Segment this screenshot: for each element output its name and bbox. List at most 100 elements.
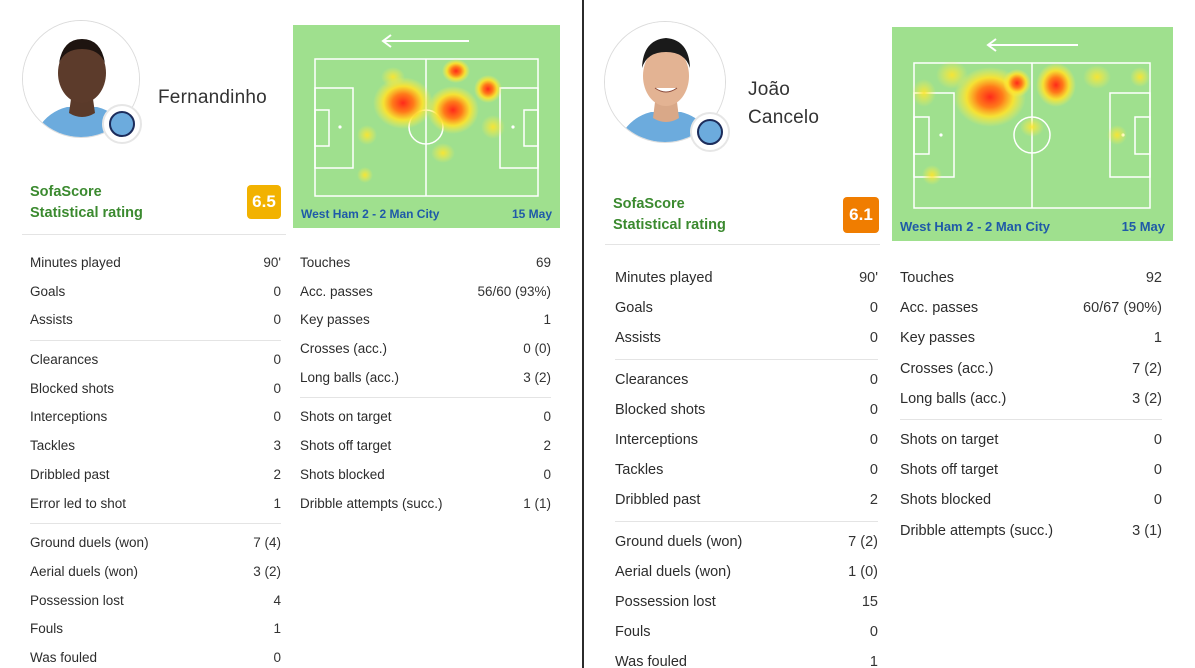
stat-row: Shots blocked 0: [300, 461, 551, 490]
stats-group: Shots on target 0 Shots off target 0 Shots b…: [900, 418, 1162, 546]
stats-group: Shots on target 0 Shots off target 2 Shots b…: [300, 397, 551, 518]
stat-value: 0: [273, 283, 281, 299]
stat-label: Goals: [615, 300, 653, 317]
stat-row: Dribble attempts (succ.) 3 (1): [900, 516, 1162, 546]
stat-row: Dribbled past 2: [615, 485, 878, 515]
stat-label: Assists: [30, 312, 73, 328]
stat-row: Interceptions 0: [615, 425, 878, 455]
stat-value: 0: [1153, 462, 1162, 479]
stat-label: Key passes: [300, 312, 370, 328]
stat-label: Ground duels (won): [30, 535, 149, 551]
stat-label: Clearances: [30, 352, 99, 368]
stat-label: Tackles: [30, 438, 76, 454]
stat-row: Was fouled 0: [30, 644, 281, 668]
stat-label: Shots off target: [300, 438, 392, 454]
stats-group: Touches 92 Acc. passes 60/67 (90%) Key passe…: [900, 263, 1162, 414]
stats-group: Clearances 0 Blocked shots 0 Interceptions 0 T…: [30, 340, 281, 518]
stat-row: Long balls (acc.) 3 (2): [300, 364, 551, 393]
stat-row: Crosses (acc.) 7 (2): [900, 354, 1162, 384]
heatmap-pitch: [314, 34, 539, 197]
stat-label: Shots on target: [900, 431, 999, 448]
stat-label: Crosses (acc.): [300, 341, 388, 357]
stat-value: 3 (2): [1132, 390, 1162, 407]
rating-badge: 6.5: [247, 185, 281, 219]
stat-value: 1: [543, 312, 551, 328]
stat-row: Dribble attempts (succ.) 1 (1): [300, 490, 551, 519]
panel-divider: [582, 0, 584, 668]
stat-label: Blocked shots: [30, 380, 115, 396]
stats-group: Minutes played 90' Goals 0 Assists 0: [30, 249, 281, 335]
stat-row: Ground duels (won) 7 (4): [30, 529, 281, 558]
stats-group: Ground duels (won) 7 (2) Aerial duels (won…: [615, 520, 878, 668]
stat-row: Assists 0: [615, 323, 878, 353]
stat-label: Long balls (acc.): [300, 369, 400, 385]
stat-row: Shots blocked 0: [900, 485, 1162, 515]
stat-row: Key passes 1: [900, 323, 1162, 353]
stat-value: 0: [869, 624, 878, 641]
heatmap-pitch: [912, 38, 1151, 209]
stat-label: Long balls (acc.): [900, 390, 1007, 407]
stat-value: 90': [859, 270, 878, 286]
stat-row: Clearances 0: [30, 346, 281, 375]
match-label[interactable]: West Ham 2 - 2 Man City: [900, 218, 1051, 234]
stat-value: 0: [869, 330, 878, 347]
player-name: João Cancelo: [748, 79, 820, 128]
stat-row: Possession lost 15: [615, 587, 878, 617]
separator: [22, 234, 286, 235]
stat-value: 2: [543, 438, 551, 454]
stat-value: 56/60 (93%): [477, 283, 551, 299]
stat-value: 15: [861, 593, 878, 610]
stat-label: Interceptions: [615, 431, 699, 448]
match-date: 15 May: [1121, 218, 1165, 234]
stat-row: Shots on target 0: [300, 403, 551, 432]
heatmap[interactable]: West Ham 2 - 2 Man City 15 May: [293, 25, 560, 228]
stat-value: 1 (1): [523, 495, 551, 511]
stat-label: Goals: [30, 283, 66, 299]
stat-value: 0: [869, 431, 878, 448]
stat-label: Was fouled: [615, 654, 687, 668]
stat-value: 60/67 (90%): [1083, 300, 1162, 317]
stat-row: Acc. passes 60/67 (90%): [900, 293, 1162, 323]
stat-label: Acc. passes: [300, 283, 373, 299]
stat-label: Touches: [900, 270, 955, 286]
stat-value: 4: [273, 592, 281, 608]
stat-row: Goals 0: [30, 278, 281, 307]
stat-row: Tackles 0: [615, 455, 878, 485]
stat-row: Shots off target 0: [900, 455, 1162, 485]
stat-value: 92: [1145, 270, 1162, 286]
stat-label: Acc. passes: [900, 300, 979, 317]
stat-value: 2: [273, 466, 281, 482]
stat-label: Possession lost: [615, 593, 716, 610]
stats-group: Minutes played 90' Goals 0 Assists 0: [615, 263, 878, 354]
stat-label: Fouls: [615, 624, 651, 641]
rating-label: SofaScore Statistical rating: [613, 196, 726, 233]
match-date: 15 May: [511, 207, 552, 221]
stat-row: Minutes played 90': [30, 249, 281, 278]
stat-row: Touches 69: [300, 249, 551, 278]
stat-value: 0: [869, 462, 878, 479]
stat-value: 0: [273, 352, 281, 368]
stat-row: Blocked shots 0: [615, 395, 878, 425]
stat-value: 7 (4): [253, 535, 281, 551]
stat-value: 0: [543, 466, 551, 482]
stats-group: Ground duels (won) 7 (4) Aerial duels (won…: [30, 523, 281, 668]
match-label[interactable]: West Ham 2 - 2 Man City: [301, 207, 440, 221]
stat-row: Interceptions 0: [30, 403, 281, 432]
stat-value: 3 (2): [253, 563, 281, 579]
stat-label: Shots off target: [900, 462, 999, 479]
stat-row: Error led to shot 1: [30, 490, 281, 519]
stats-list-left: Minutes played 90' Goals 0 Assists 0 Clearance…: [615, 263, 878, 668]
stat-value: 1: [1153, 330, 1162, 347]
club-badge-icon: [102, 104, 142, 144]
stat-value: 3: [273, 438, 281, 454]
stat-label: Dribbled past: [30, 466, 110, 482]
stats-group: Touches 69 Acc. passes 56/60 (93%) Key passe…: [300, 249, 551, 392]
stat-value: 1: [273, 621, 281, 637]
stat-value: 0: [869, 371, 878, 388]
stat-row: Long balls (acc.) 3 (2): [900, 384, 1162, 414]
heatmap[interactable]: West Ham 2 - 2 Man City 15 May: [892, 27, 1173, 241]
stat-label: Minutes played: [30, 255, 121, 270]
stat-row: Acc. passes 56/60 (93%): [300, 278, 551, 307]
stat-row: Shots on target 0: [900, 425, 1162, 455]
stat-label: Key passes: [900, 330, 975, 347]
